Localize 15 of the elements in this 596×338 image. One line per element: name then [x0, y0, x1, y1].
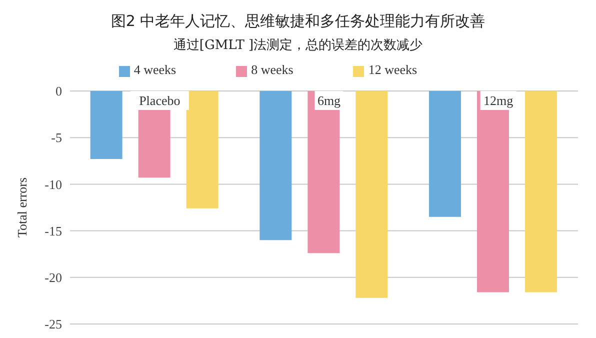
- y-tick-label: -25: [44, 316, 62, 332]
- y-tick-label: -5: [51, 130, 62, 146]
- legend-label: 8 weeks: [251, 62, 294, 77]
- x-tick-label: 6mg: [317, 93, 342, 108]
- x-tick-label: Placebo: [139, 93, 180, 108]
- y-tick-label: -20: [44, 270, 62, 286]
- legend-label: 12 weeks: [368, 62, 418, 77]
- y-tick-label: -10: [44, 176, 62, 192]
- chart-subtitle: 通过[GMLT ]法测定，总的误差的次数减少: [172, 37, 424, 55]
- y-tick-label: -15: [44, 223, 62, 238]
- x-tick-label: 12mg: [484, 93, 514, 108]
- legend-label: 4 weeks: [134, 62, 176, 77]
- chart-title: 图2 中老年人记忆、思维敏捷和多任务处理能力有所改善: [110, 11, 486, 32]
- y-axis-title: Total errors: [14, 177, 30, 238]
- y-tick-label: 0: [56, 84, 62, 99]
